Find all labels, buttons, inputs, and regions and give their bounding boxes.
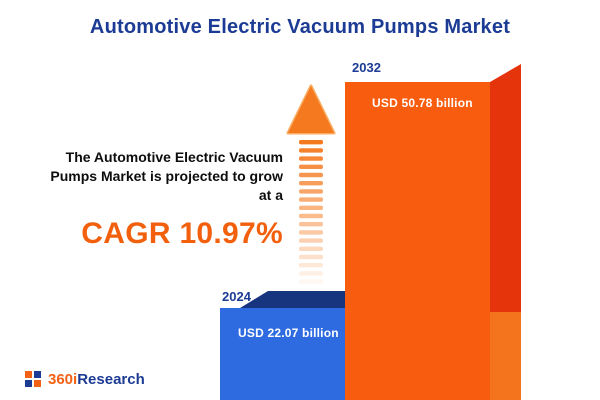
logo-text-suffix: Research <box>77 370 145 388</box>
arrow-stripes <box>299 140 323 284</box>
growth-arrow-icon <box>286 84 336 284</box>
arrow-head <box>286 84 336 135</box>
logo-mark-icon <box>25 371 41 387</box>
logo: 360iResearch <box>24 370 145 388</box>
bar-2024-value-label: USD 22.07 billion <box>238 326 339 340</box>
bar-2032: USD 50.78 billion <box>345 64 521 400</box>
bar-2024-front <box>220 308 368 400</box>
bar-2032-value-label: USD 50.78 billion <box>372 96 473 110</box>
annotation-line-1: The Automotive Electric Vacuum <box>65 149 283 165</box>
annotation-line-2: Pumps Market is projected to grow <box>50 167 283 184</box>
annotation-block: The Automotive Electric Vacuum Pumps Mar… <box>3 148 283 254</box>
logo-text: 360iResearch <box>48 371 145 388</box>
bar-2032-front <box>345 82 490 400</box>
bar-2032-side-face-lower <box>490 312 521 400</box>
bar-2024-year-label: 2024 <box>222 289 252 304</box>
page-title: Automotive Electric Vacuum Pumps Market <box>89 16 511 38</box>
logo-text-prefix: 360i <box>48 370 78 388</box>
cagr-value: CAGR 10.97% <box>81 216 283 250</box>
annotation-line-3: at a <box>258 186 283 203</box>
bar-2032-year-label: 2032 <box>352 60 381 75</box>
